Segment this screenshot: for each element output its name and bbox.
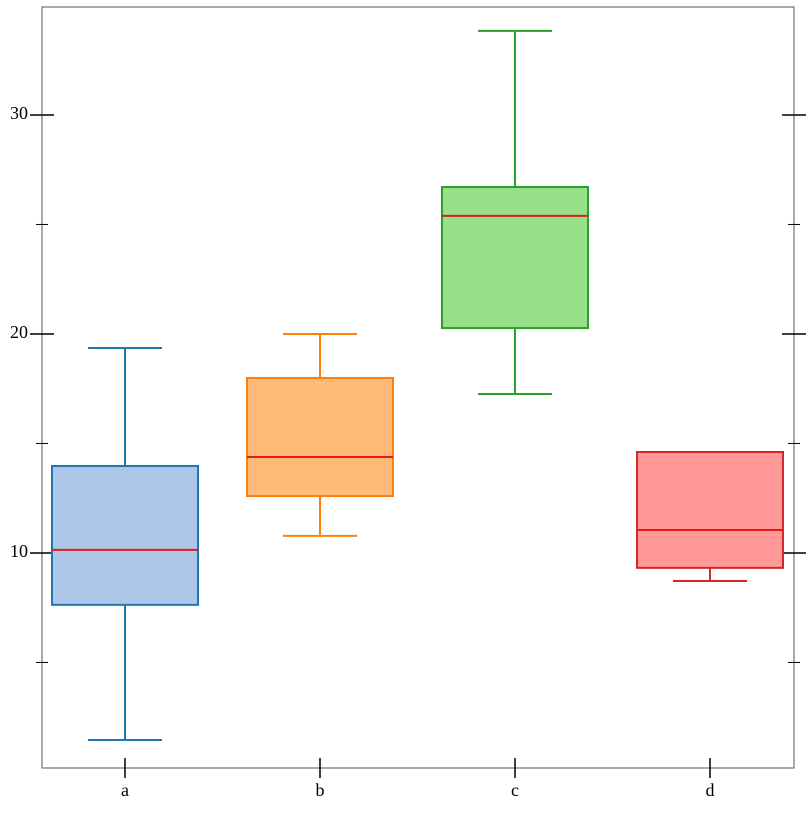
x-tick-label: b <box>316 780 325 800</box>
box <box>636 450 784 569</box>
x-tick-label: a <box>121 780 129 800</box>
box <box>441 186 589 330</box>
box <box>51 465 199 606</box>
x-tick-label: c <box>511 780 519 800</box>
y-tick-label: 20 <box>10 322 28 342</box>
y-tick-label: 30 <box>10 103 28 123</box>
x-tick-label: d <box>706 780 715 800</box>
box <box>246 376 394 498</box>
plot-frame <box>41 6 795 769</box>
y-tick-label: 10 <box>10 541 28 561</box>
